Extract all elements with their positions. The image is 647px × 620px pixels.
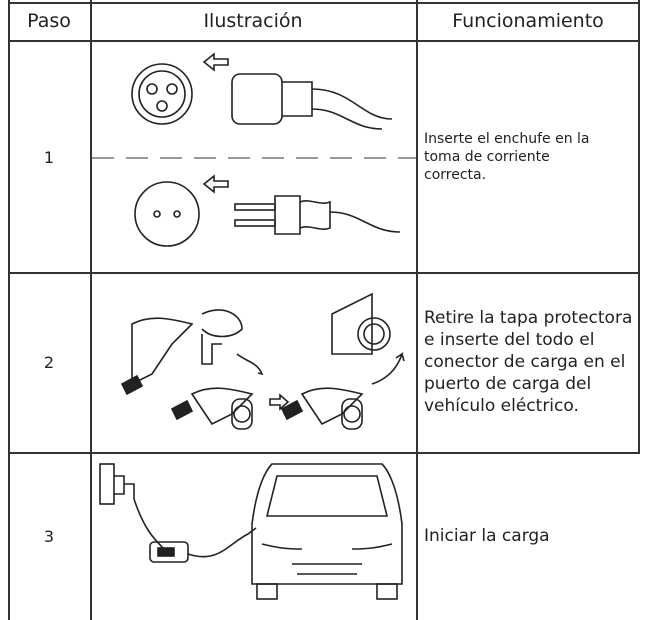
header-cell: Ilustración <box>90 2 416 42</box>
header-cell: Funcionamiento <box>416 2 640 42</box>
step-text: Iniciar la carga <box>424 525 550 546</box>
border <box>8 0 10 620</box>
illustration-charging <box>99 463 403 600</box>
header-cell: Paso <box>8 2 90 42</box>
illustration-plugs <box>92 52 416 247</box>
step-number: 3 <box>43 526 55 546</box>
border <box>90 0 92 620</box>
illustration-connector <box>120 292 405 430</box>
border <box>416 0 418 620</box>
border <box>8 2 640 4</box>
border <box>638 0 640 452</box>
step-text: Retire la tapa protectora e inserte del … <box>424 307 633 417</box>
step-text: Inserte el enchufe en la toma de corrien… <box>424 130 590 184</box>
border <box>8 272 640 274</box>
step-number: 1 <box>43 147 55 167</box>
border <box>8 452 640 454</box>
step-number: 2 <box>43 352 55 372</box>
